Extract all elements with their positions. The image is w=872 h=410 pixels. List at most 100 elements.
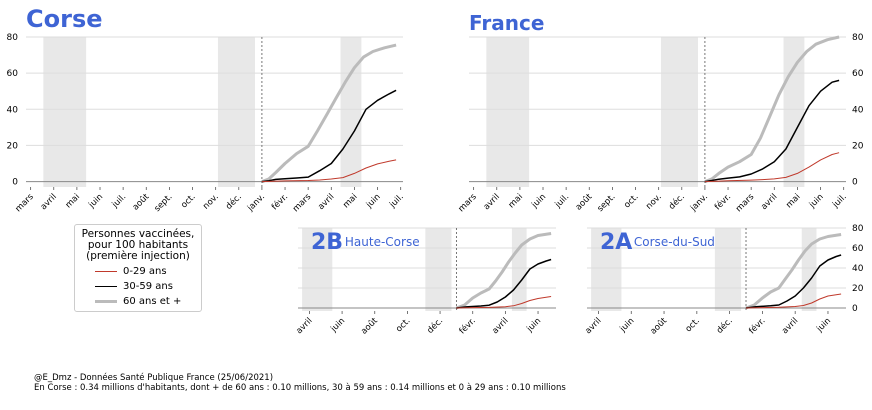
chart-title: France — [469, 11, 544, 35]
x-tick-label: avril — [490, 316, 510, 336]
x-tick-label: avril — [316, 192, 336, 212]
shaded-band — [217, 37, 255, 187]
x-tick-label: févr. — [457, 315, 478, 336]
x-tick-label: avril — [780, 316, 800, 336]
legend-item-middle: 30-59 ans — [95, 279, 201, 294]
y-tick-label: 40 — [852, 264, 864, 274]
x-tick-label: juil. — [387, 192, 406, 211]
x-tick-label: févr. — [747, 315, 768, 336]
chart-code: 2B — [311, 230, 343, 255]
legend-item-old: 60 ans et + — [95, 294, 201, 309]
y-tick-label: 40 — [852, 105, 864, 115]
x-tick-label: avril — [759, 192, 779, 212]
x-tick-label: juin — [364, 192, 383, 211]
credit-line-2: En Corse : 0.34 millions d'habitants, do… — [34, 383, 566, 393]
legend-title-1: Personnes vaccinées, — [81, 228, 195, 240]
chart-2a: 0 20 40 60 80 avril juin août oct. déc. févr. avril… — [583, 224, 863, 337]
legend-label-old: 60 ans et + — [123, 296, 182, 307]
legend-swatch-old — [95, 300, 117, 303]
y-tick-label: 80 — [852, 224, 864, 234]
x-tick-label: janv. — [688, 192, 710, 214]
series-line-young — [261, 159, 397, 183]
credit-line-1: @E_Dmz - Données Santé Publique France (… — [34, 373, 274, 383]
shaded-band — [714, 228, 742, 311]
y-tick-label: 60 — [852, 244, 864, 254]
x-tick-label: juin — [807, 192, 826, 211]
x-tick-label: déc. — [425, 315, 446, 336]
x-tick-label: avril — [294, 316, 314, 336]
y-tick-label: 20 — [7, 141, 19, 151]
legend-label-middle: 30-59 ans — [123, 281, 173, 292]
x-tick-label: août — [574, 192, 595, 213]
series-line-middle — [745, 254, 842, 309]
legend-title-2: pour 100 habitants — [87, 239, 189, 251]
x-tick-label: janv. — [245, 192, 267, 214]
x-tick-label: juil. — [830, 192, 849, 211]
y-tick-label: 0 — [852, 304, 858, 314]
x-tick-label: févr. — [712, 191, 733, 212]
x-tick-label: nov. — [644, 192, 664, 212]
x-tick-label: juin — [814, 316, 833, 335]
x-tick-label: juin — [618, 316, 637, 335]
chart-subtitle: Haute-Corse — [345, 235, 420, 249]
x-tick-label: sept. — [153, 192, 175, 214]
x-tick-label: mars — [14, 192, 37, 215]
chart-subtitle: Corse-du-Sud — [634, 235, 715, 249]
x-tick-label: juin — [328, 316, 347, 335]
x-tick-label: avril — [39, 192, 59, 212]
x-tick-label: mars — [734, 192, 757, 215]
x-tick-label: juin — [86, 192, 105, 211]
x-tick-label: févr. — [269, 191, 290, 212]
x-tick-label: mars — [457, 192, 480, 215]
y-tick-label: 60 — [852, 69, 864, 79]
x-tick-label: oct. — [394, 316, 412, 334]
shaded-band — [425, 228, 452, 311]
x-tick-label: mai — [507, 192, 525, 210]
shaded-band — [511, 228, 527, 311]
series-line-old — [704, 35, 840, 183]
y-tick-label: 80 — [852, 33, 864, 43]
shaded-band — [591, 228, 622, 311]
chart-title: Corse — [26, 5, 103, 33]
y-tick-label: 0 — [852, 178, 858, 188]
series-line-young — [456, 296, 552, 309]
x-tick-label: juil. — [110, 192, 129, 211]
x-tick-label: août — [131, 192, 152, 213]
series-line-middle — [456, 258, 552, 309]
y-tick-label: 40 — [7, 105, 19, 115]
x-tick-label: oct. — [684, 316, 702, 334]
series-line-young — [704, 152, 840, 183]
x-tick-label: juil. — [553, 192, 572, 211]
x-tick-label: juin — [524, 316, 543, 335]
x-tick-label: mai — [341, 192, 359, 210]
series-line-old — [261, 43, 397, 183]
series-line-old — [455, 232, 552, 310]
x-tick-label: déc. — [223, 191, 244, 212]
chart-code: 2A — [600, 230, 632, 255]
series-line-old — [745, 233, 842, 310]
y-tick-label: 80 — [7, 33, 19, 43]
y-tick-label: 60 — [7, 69, 19, 79]
series-line-middle — [704, 79, 840, 183]
shaded-band — [801, 228, 817, 311]
x-tick-label: oct. — [622, 192, 640, 210]
x-tick-label: août — [359, 316, 380, 337]
x-tick-label: mai — [784, 192, 802, 210]
x-tick-label: mars — [291, 192, 314, 215]
legend-item-young: 0-29 ans — [95, 264, 201, 279]
legend-swatch-middle — [95, 286, 117, 287]
x-tick-label: déc. — [666, 191, 687, 212]
x-tick-label: nov. — [201, 192, 221, 212]
x-tick-label: déc. — [714, 315, 735, 336]
series-line-young — [745, 293, 842, 309]
y-tick-label: 20 — [852, 284, 864, 294]
legend-swatch-young — [95, 271, 117, 272]
x-tick-label: sept. — [596, 192, 618, 214]
legend-box: Personnes vaccinées, pour 100 habitants … — [74, 224, 202, 312]
x-tick-label: mai — [64, 192, 82, 210]
y-tick-label: 20 — [852, 141, 864, 151]
shaded-band — [43, 37, 87, 187]
shaded-band — [302, 228, 333, 311]
